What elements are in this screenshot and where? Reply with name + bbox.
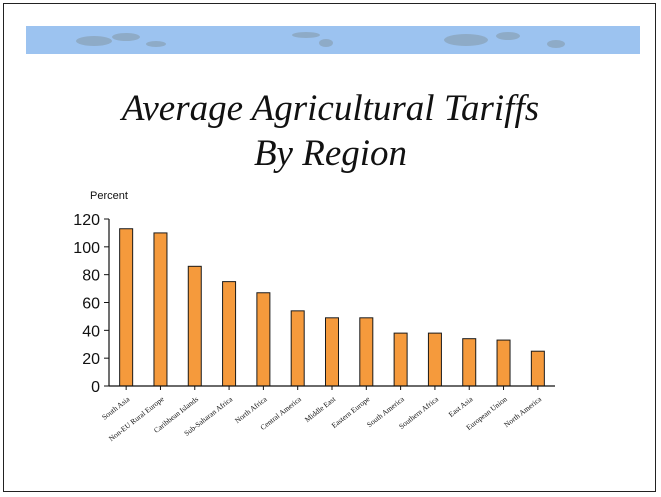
x-tick-label: East Asia (447, 394, 475, 419)
x-tick-label: South Asia (100, 394, 132, 422)
y-tick-label: 0 (91, 379, 100, 396)
y-tick-label: 60 (82, 296, 100, 313)
slide: Average Agricultural Tariffs By Region P… (3, 3, 656, 492)
slide-title: Average Agricultural Tariffs By Region (4, 86, 657, 176)
title-line-2: By Region (253, 133, 408, 174)
bar-9 (393, 332, 408, 387)
bar-1 (119, 228, 134, 387)
bar-11 (462, 338, 477, 387)
bar-6 (290, 310, 305, 387)
y-tick-label: 100 (73, 240, 100, 257)
x-tick-label: North America (502, 394, 543, 429)
bar-8 (359, 317, 374, 387)
y-axis-label: Percent (90, 190, 128, 202)
y-tick-label: 80 (82, 268, 100, 285)
y-tick-label: 20 (82, 351, 100, 368)
y-tick-label: 40 (82, 323, 100, 340)
bar-5 (256, 292, 271, 387)
decorative-banner (26, 26, 640, 54)
bar-7 (325, 317, 339, 387)
bar-4 (222, 281, 237, 387)
bar-2 (153, 232, 168, 387)
banner-graphic (26, 26, 640, 54)
y-tick-label: 120 (73, 212, 100, 229)
bar-13 (530, 350, 545, 387)
bar-12 (496, 339, 511, 387)
title-line-1: Average Agricultural Tariffs (121, 88, 540, 129)
bar-10 (427, 332, 442, 387)
bar-3 (187, 265, 202, 387)
